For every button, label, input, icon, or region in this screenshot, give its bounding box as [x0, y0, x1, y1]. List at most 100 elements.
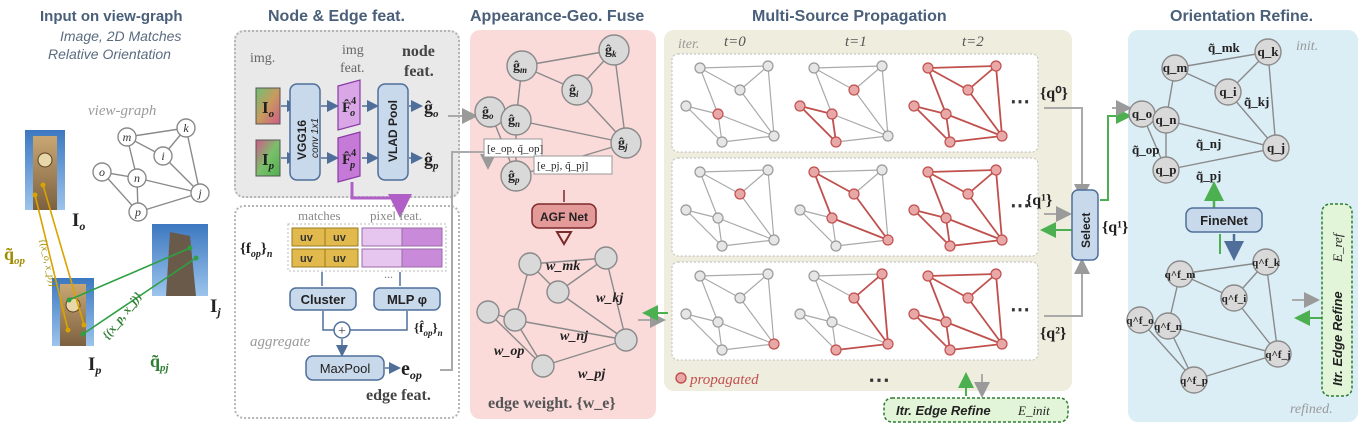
t2-label: t=2 [962, 34, 984, 50]
svg-text:q^f_p: q^f_p [1180, 375, 1208, 387]
propagation-node [940, 108, 952, 120]
q2-label: {q²} [1040, 325, 1066, 342]
svg-text:Ij: Ij [210, 296, 221, 319]
vg-node-n: n [134, 171, 140, 185]
propagation-edge [835, 135, 889, 143]
svg-text:q_n: q_n [1156, 112, 1178, 127]
g-p-label: ĝp [424, 149, 439, 172]
propagation-node [848, 292, 860, 304]
propagation-edge [699, 65, 769, 69]
propagation-node [940, 316, 952, 328]
propagation-node [830, 136, 842, 148]
svg-text:q^f_j: q^f_j [1265, 349, 1290, 361]
propagation-node [768, 338, 780, 350]
propagation-node [680, 308, 692, 320]
propagation-edge [699, 169, 769, 173]
propagation-edge [699, 67, 741, 91]
propagation-node [996, 130, 1008, 142]
propagation-edge [913, 313, 951, 351]
propagation-edge [927, 275, 947, 323]
svg-text:w_pj: w_pj [578, 367, 605, 382]
svg-text:q_i: q_i [1219, 84, 1237, 99]
select-block: Select [1071, 189, 1099, 261]
svg-text:q^f_i: q^f_i [1222, 293, 1247, 305]
view-graph-label: view-graph [88, 103, 156, 119]
svg-text:MLP φ: MLP φ [387, 292, 427, 307]
propagation-edge [927, 169, 997, 173]
label-q-pj: q̃ [150, 351, 160, 371]
propagation-title: Multi-Source Propagation [752, 8, 947, 25]
propagation-node [962, 292, 974, 304]
vg-node-k: k [183, 121, 189, 135]
svg-text:uv: uv [333, 232, 347, 244]
svg-text:q^f_k: q^f_k [1252, 257, 1281, 269]
svg-text:E_init: E_init [1017, 403, 1050, 418]
refined-label: refined. [1290, 402, 1333, 417]
propagation-edge [949, 343, 1003, 351]
propagation-edge [685, 209, 723, 247]
vlad-pool-block: VLAD Pool [377, 83, 409, 181]
propagation-edge [853, 297, 889, 345]
matches-label: matches [298, 208, 341, 223]
vg-node-m: m [123, 130, 132, 144]
propagation-edge [853, 193, 889, 241]
propagation-node [794, 100, 806, 112]
aggregate-plus-icon [333, 321, 351, 339]
svg-text:ĝm: ĝm [513, 59, 527, 75]
propagation-node [922, 270, 934, 282]
svg-text:q_j: q_j [1267, 140, 1285, 155]
propagation-edge [945, 113, 1003, 137]
svg-text:FineNet: FineNet [1200, 213, 1248, 228]
propagation-node [882, 130, 894, 142]
propagation-node [940, 212, 952, 224]
svg-text:MaxPool: MaxPool [320, 361, 371, 376]
svg-text:Ip: Ip [88, 354, 101, 377]
svg-text:Select: Select [1079, 213, 1093, 248]
propagation-edge [853, 169, 883, 195]
svg-text:Itr. Edge Refine: Itr. Edge Refine [1330, 291, 1345, 386]
rows-ellipsis: ⋯ [868, 367, 890, 392]
propagation-edge [739, 273, 769, 299]
label-I-o: I [72, 210, 79, 231]
cluster-block: Cluster [289, 287, 357, 311]
propagation-edge [717, 321, 775, 345]
propagation-node [734, 188, 746, 200]
match-op-label: {(x_o, x_p)} [37, 238, 58, 288]
propagation-edge [813, 171, 833, 219]
propagation-node [908, 100, 920, 112]
propagation-node [716, 344, 728, 356]
propagation-node [680, 204, 692, 216]
propagation-edge [881, 169, 889, 241]
vg-node-i: i [161, 149, 164, 163]
edge-weight-label: edge weight. {w_e} [488, 395, 616, 412]
propagation-edge [739, 193, 775, 241]
propagation-edge [721, 343, 775, 351]
propagation-node [794, 204, 806, 216]
propagation-edge [927, 171, 969, 195]
propagation-edge [995, 273, 1003, 345]
svg-text:ĝi: ĝi [569, 83, 579, 99]
q0-label: {q⁰} [1040, 85, 1068, 102]
propagation-node [908, 204, 920, 216]
init-graph: q_m q_k q_i q_o q_n q_j q_p q̃_mk q̃_kj … [1128, 38, 1290, 184]
propagation-edge [927, 275, 969, 299]
propagation-node [734, 292, 746, 304]
propagation-edge [853, 89, 889, 137]
propagation-node [848, 84, 860, 96]
svg-text:q̃_pj: q̃_pj [1196, 168, 1221, 183]
propagation-node [990, 164, 1002, 176]
propagation-edge [967, 65, 997, 91]
finenet-block[interactable]: FineNet [1185, 207, 1263, 233]
propagation-node [712, 108, 724, 120]
propagation-edge [813, 171, 855, 195]
propagation-node [990, 268, 1002, 280]
svg-text:q^f_m: q^f_m [1165, 269, 1196, 281]
t0-label: t=0 [724, 34, 746, 50]
svg-text:w_nj: w_nj [560, 329, 588, 344]
propagation-node [716, 240, 728, 252]
svg-text:q_m: q_m [1163, 60, 1188, 75]
propagation-edge [721, 135, 775, 143]
propagation-edge [945, 217, 1003, 241]
propagation-edge [813, 67, 855, 91]
propagation-node [762, 268, 774, 280]
